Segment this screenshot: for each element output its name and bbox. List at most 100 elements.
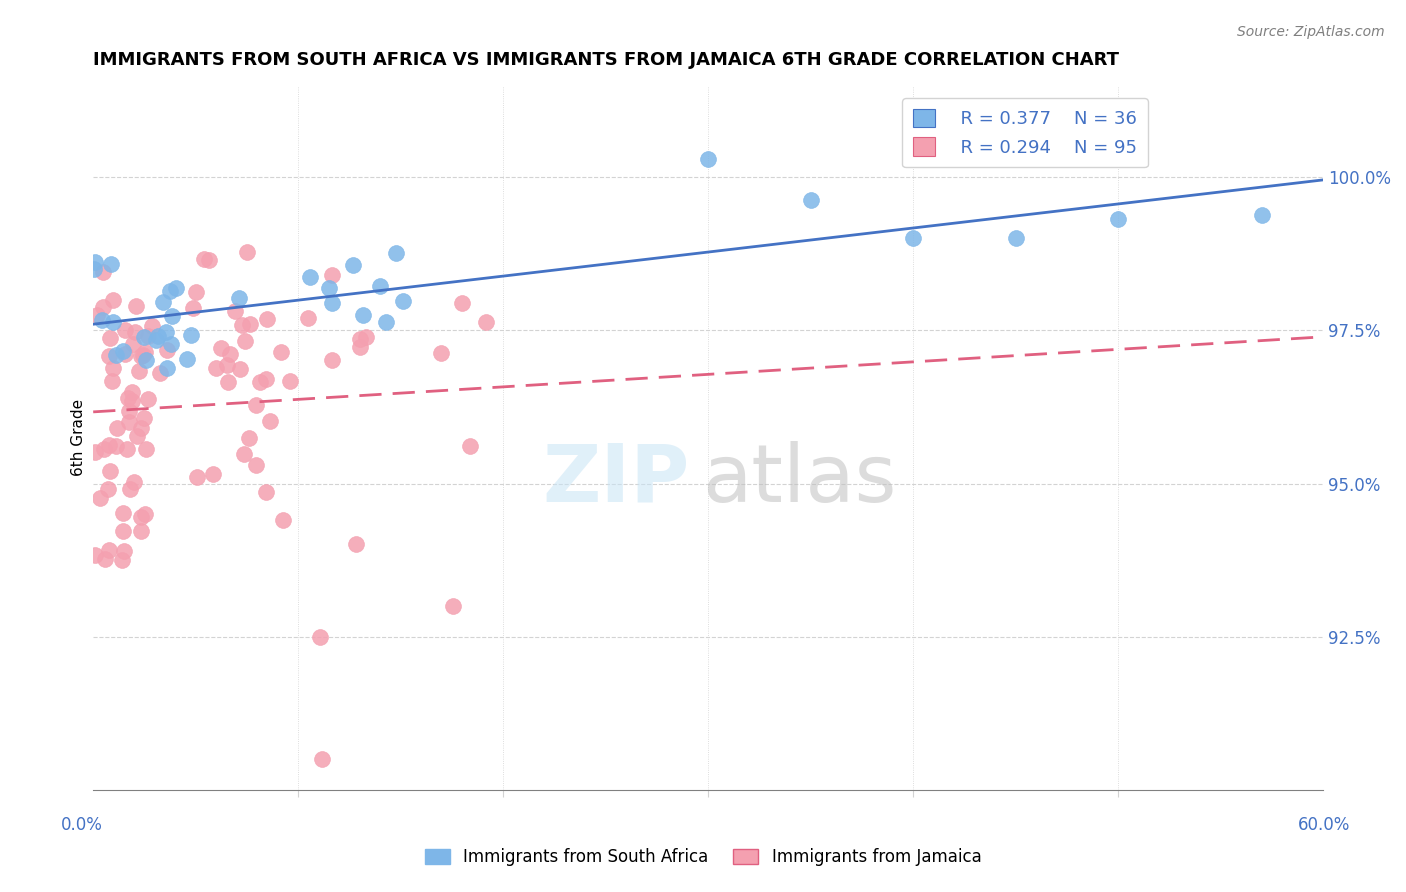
Point <box>321 352 343 367</box>
Point <box>259 414 281 428</box>
Point <box>458 439 481 453</box>
Point <box>352 308 374 322</box>
Point <box>132 411 155 425</box>
Text: atlas: atlas <box>702 441 897 519</box>
Point <box>236 244 259 259</box>
Point <box>118 415 141 429</box>
Text: Source: ZipAtlas.com: Source: ZipAtlas.com <box>1237 25 1385 39</box>
Point <box>145 333 167 347</box>
Point <box>117 391 139 405</box>
Point <box>245 458 267 473</box>
Point <box>166 281 188 295</box>
Point <box>270 345 292 359</box>
Point <box>159 285 181 299</box>
Point <box>112 343 135 358</box>
Point <box>86 308 108 322</box>
Point <box>384 246 406 260</box>
Legend: Immigrants from South Africa, Immigrants from Jamaica: Immigrants from South Africa, Immigrants… <box>418 842 988 873</box>
Text: 0.0%: 0.0% <box>60 816 103 834</box>
Point <box>349 332 371 346</box>
Point <box>91 313 114 327</box>
Point <box>134 330 156 344</box>
Point <box>217 375 239 389</box>
Point <box>321 296 343 310</box>
Point <box>474 315 496 329</box>
Point <box>101 293 124 307</box>
Point <box>233 334 256 348</box>
Y-axis label: 6th Grade: 6th Grade <box>72 399 86 476</box>
Point <box>112 524 135 538</box>
Point <box>202 467 225 481</box>
Point <box>89 491 111 506</box>
Point <box>160 337 183 351</box>
Point <box>141 318 163 333</box>
Point <box>697 152 720 166</box>
Point <box>219 347 242 361</box>
Point <box>83 261 105 276</box>
Point <box>100 257 122 271</box>
Point <box>245 398 267 412</box>
Point <box>124 325 146 339</box>
Point <box>122 475 145 489</box>
Point <box>186 470 208 484</box>
Point <box>156 343 179 357</box>
Point <box>238 431 260 445</box>
Point <box>129 421 152 435</box>
Point <box>180 328 202 343</box>
Point <box>429 345 451 359</box>
Point <box>105 348 128 362</box>
Point <box>97 349 120 363</box>
Point <box>374 315 396 329</box>
Point <box>135 353 157 368</box>
Point <box>232 447 254 461</box>
Point <box>135 442 157 456</box>
Point <box>121 384 143 399</box>
Point <box>103 314 125 328</box>
Point <box>198 253 221 268</box>
Point <box>156 360 179 375</box>
Point <box>84 254 107 268</box>
Point <box>901 231 924 245</box>
Point <box>131 509 153 524</box>
Point <box>321 268 343 282</box>
Point <box>193 252 215 266</box>
Point <box>181 301 204 315</box>
Point <box>94 552 117 566</box>
Point <box>103 360 125 375</box>
Point <box>370 279 392 293</box>
Point <box>155 325 177 339</box>
Point <box>299 269 322 284</box>
Point <box>209 341 232 355</box>
Point <box>118 483 141 497</box>
Point <box>451 295 474 310</box>
Point <box>271 513 294 527</box>
Point <box>311 752 333 766</box>
Point <box>152 295 174 310</box>
Text: ZIP: ZIP <box>543 441 690 519</box>
Point <box>114 347 136 361</box>
Point <box>249 375 271 389</box>
Point <box>297 310 319 325</box>
Point <box>1107 212 1129 227</box>
Point <box>138 329 160 343</box>
Point <box>228 361 250 376</box>
Point <box>800 193 823 207</box>
Point <box>122 337 145 351</box>
Point <box>224 303 246 318</box>
Point <box>278 374 301 388</box>
Text: IMMIGRANTS FROM SOUTH AFRICA VS IMMIGRANTS FROM JAMAICA 6TH GRADE CORRELATION CH: IMMIGRANTS FROM SOUTH AFRICA VS IMMIGRAN… <box>93 51 1119 69</box>
Point <box>318 281 340 295</box>
Point <box>91 300 114 314</box>
Point <box>121 393 143 408</box>
Point <box>441 599 464 613</box>
Point <box>149 367 172 381</box>
Point <box>98 542 121 557</box>
Point <box>98 331 121 345</box>
Point <box>91 265 114 279</box>
Point <box>215 358 238 372</box>
Point <box>256 311 278 326</box>
Point <box>176 351 198 366</box>
Point <box>105 440 128 454</box>
Point <box>228 291 250 305</box>
Point <box>128 363 150 377</box>
